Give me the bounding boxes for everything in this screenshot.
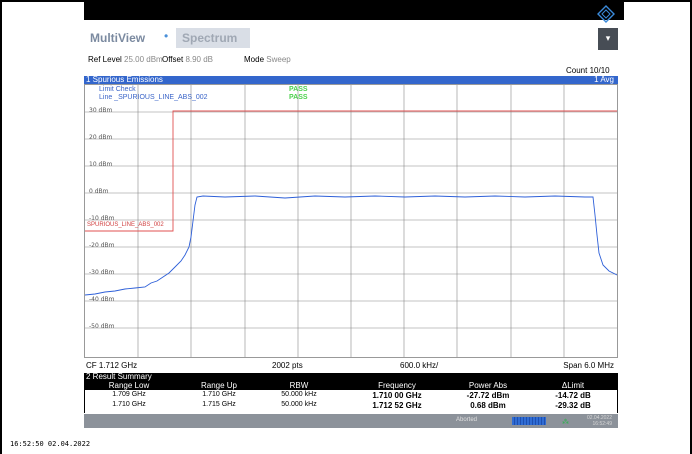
cell: 1.712 52 GHz — [372, 401, 422, 410]
spectrum-trace — [85, 195, 617, 296]
frame-right-border — [690, 0, 692, 454]
result-columns: Range Low Range Up RBW Frequency Power A… — [85, 381, 617, 390]
cell: -29.32 dB — [555, 401, 591, 410]
cell: 50.000 kHz — [281, 401, 317, 408]
ref-level-label: Ref Level — [88, 55, 122, 64]
y-label-30: 30 dBm — [89, 107, 113, 114]
result-summary-table: Range Low Range Up RBW Frequency Power A… — [84, 381, 618, 413]
plot-title: 1 Spurious Emissions — [86, 75, 163, 84]
menu-dropdown-button[interactable]: ▾ — [598, 28, 618, 50]
y-label-neg50: -50 dBm — [89, 323, 115, 330]
offset-value: 8.90 dB — [185, 55, 214, 64]
center-frequency: CF 1.712 GHz — [86, 361, 138, 370]
status-aborted: Aborted — [456, 417, 478, 423]
cell: -14.72 dB — [555, 391, 591, 400]
limit-check-result: PASS — [289, 86, 308, 93]
table-row: 1.709 GHz 1.710 GHz 50.000 kHz 1.710 00 … — [85, 391, 617, 400]
tab-spectrum[interactable]: Spectrum — [176, 28, 250, 48]
y-label-neg10: -10 dBm — [89, 215, 115, 222]
y-label-neg20: -20 dBm — [89, 242, 115, 249]
div-per-grid: 600.0 kHz/ — [400, 361, 439, 370]
status-date: 02.04.2022 — [586, 415, 612, 421]
ref-level-value: 25.00 dBm — [124, 55, 163, 64]
status-time: 16:52:49 — [592, 421, 612, 427]
limit-check-label: Limit Check — [99, 86, 136, 93]
trace-mode: 1 Avg — [594, 75, 614, 84]
col-range-up: Range Up — [200, 381, 238, 390]
limit-line-marker-label: SPURIOUS_LINE_ABS_002 — [87, 222, 164, 228]
mode: Mode Sweep — [244, 55, 291, 64]
progress-indicator — [512, 417, 546, 425]
col-rbw: RBW — [289, 381, 309, 390]
spectrum-plot-svg — [85, 85, 617, 357]
cell: 0.68 dBm — [470, 401, 506, 410]
network-icon: ⁂ — [562, 419, 569, 426]
col-range-low: Range Low — [108, 381, 150, 390]
result-summary-header: 2 Result Summary — [84, 373, 618, 381]
spectrum-plot[interactable]: 30 dBm 20 dBm 10 dBm 0 dBm -10 dBm -20 d… — [84, 84, 618, 358]
rohde-schwarz-logo-icon — [597, 5, 615, 23]
plot-header: 1 Spurious Emissions 1 Avg — [84, 76, 618, 84]
frame-left-border — [0, 0, 2, 454]
sweep-count: Count 10/10 — [566, 66, 610, 75]
cell: 1.715 GHz — [202, 401, 236, 408]
ref-level: Ref Level 25.00 dBm — [88, 55, 163, 64]
sweep-points: 2002 pts — [272, 361, 303, 370]
mode-value: Sweep — [266, 55, 291, 64]
limit-line-result: PASS — [289, 94, 308, 101]
col-frequency: Frequency — [378, 381, 416, 390]
tab-multiview[interactable]: MultiView — [90, 31, 146, 45]
y-label-10: 10 dBm — [89, 161, 113, 168]
mode-label: Mode — [244, 55, 265, 64]
y-label-neg40: -40 dBm — [89, 296, 115, 303]
status-datetime: 02.04.2022 16:52:49 — [578, 415, 612, 427]
tab-star-indicator: • — [164, 29, 169, 43]
plot-footer: CF 1.712 GHz 2002 pts 600.0 kHz/ Span 6.… — [84, 360, 618, 371]
tab-bar: MultiView • Spectrum — [84, 28, 618, 50]
cell: 1.710 GHz — [112, 401, 146, 408]
cell: 1.709 GHz — [112, 391, 146, 398]
status-bar: Aborted ⁂ 02.04.2022 16:52:49 — [84, 414, 618, 428]
cell: 1.710 GHz — [202, 391, 236, 398]
top-black-bar — [84, 2, 624, 20]
y-label-20: 20 dBm — [89, 134, 113, 141]
cell: 1.710 00 GHz — [372, 391, 422, 400]
plot-grid — [85, 85, 617, 357]
table-row: 1.710 GHz 1.715 GHz 50.000 kHz 1.712 52 … — [85, 401, 617, 410]
offset: Offset 8.90 dB — [162, 55, 213, 64]
span: Span 6.0 MHz — [563, 361, 614, 370]
col-delta-limit: ΔLimit — [561, 381, 585, 390]
y-label-0: 0 dBm — [89, 188, 109, 195]
cell: 50.000 kHz — [281, 391, 317, 398]
y-label-neg30: -30 dBm — [89, 269, 115, 276]
cell: -27.72 dBm — [466, 391, 510, 400]
frame-top-border — [0, 0, 692, 2]
limit-line-label: Line _SPURIOUS_LINE_ABS_002 — [99, 94, 208, 101]
col-power-abs: Power Abs — [468, 381, 508, 390]
capture-timestamp: 16:52:50 02.04.2022 — [10, 440, 91, 448]
spurious-limit-line — [85, 110, 617, 232]
offset-label: Offset — [162, 55, 184, 64]
